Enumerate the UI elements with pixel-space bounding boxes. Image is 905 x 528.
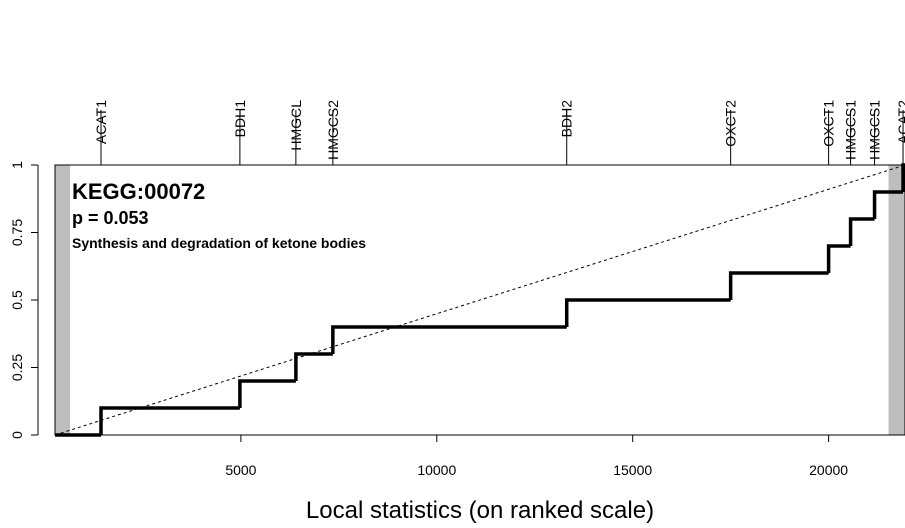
step-segment bbox=[848, 217, 875, 246]
step-segment bbox=[331, 325, 567, 354]
y-tick-label: 1 bbox=[9, 161, 25, 169]
shade-region bbox=[55, 165, 71, 435]
annotation-pvalue: p = 0.053 bbox=[72, 208, 149, 228]
gene-label: HMGCL bbox=[288, 100, 304, 151]
step-segment bbox=[728, 271, 829, 300]
gene-label: ACAT1 bbox=[93, 100, 109, 144]
x-tick-label: 20000 bbox=[809, 462, 848, 478]
gene-label: HMGCS1 bbox=[843, 100, 859, 160]
y-tick-label: 0.5 bbox=[9, 290, 25, 310]
step-segment bbox=[238, 379, 296, 408]
x-tick-label: 10000 bbox=[417, 462, 456, 478]
gene-label: HMGCS2 bbox=[325, 100, 341, 160]
step-segment bbox=[294, 352, 333, 381]
gene-label: HMGCS1 bbox=[867, 100, 883, 160]
shade-region bbox=[888, 165, 905, 435]
x-axis-label: Local statistics (on ranked scale) bbox=[306, 497, 654, 524]
gene-label: ACAT2 bbox=[895, 100, 905, 144]
reference-diagonal bbox=[54, 164, 905, 436]
gene-label: BDH2 bbox=[559, 100, 575, 138]
y-tick-label: 0.75 bbox=[9, 219, 25, 246]
x-tick-label: 15000 bbox=[613, 462, 652, 478]
step-segment bbox=[872, 190, 904, 219]
y-tick-label: 0 bbox=[9, 431, 25, 439]
gene-label: OXCT1 bbox=[821, 100, 837, 147]
step-segment bbox=[826, 244, 851, 273]
x-tick-label: 5000 bbox=[225, 462, 256, 478]
y-tick-label: 0.25 bbox=[9, 354, 25, 381]
step-segment bbox=[99, 406, 240, 435]
gene-label: BDH1 bbox=[232, 100, 248, 138]
gene-label: OXCT2 bbox=[723, 100, 739, 147]
plot-box bbox=[54, 164, 905, 436]
annotation-title: KEGG:00072 bbox=[72, 179, 205, 204]
annotation-description: Synthesis and degradation of ketone bodi… bbox=[72, 235, 366, 251]
step-segment bbox=[564, 298, 731, 327]
